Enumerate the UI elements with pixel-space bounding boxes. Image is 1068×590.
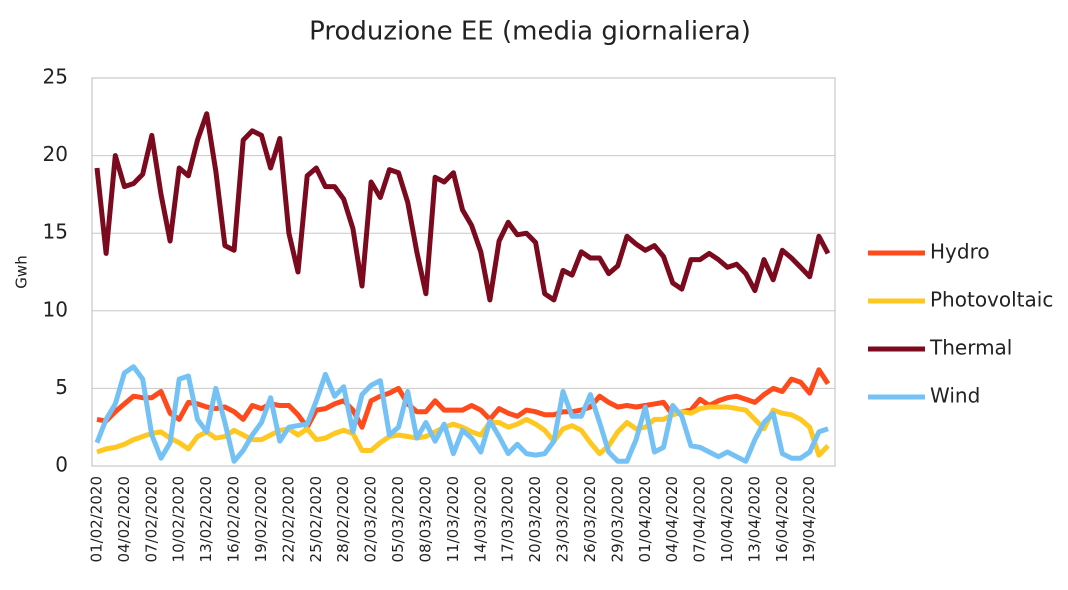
y-tick-label: 15 <box>43 220 68 244</box>
y-axis-label: Gwh <box>13 255 31 288</box>
x-tick-label: 16/04/2020 <box>773 476 791 562</box>
series-line <box>94 111 831 303</box>
x-tick-label: 07/04/2020 <box>691 476 709 562</box>
chart-title: Produzione EE (media giornaliera) <box>309 17 751 47</box>
series-line <box>94 364 829 464</box>
x-tick-label: 20/03/2020 <box>526 476 544 562</box>
legend-label: Photovoltaic <box>930 288 1053 312</box>
y-tick-label: 25 <box>43 65 68 89</box>
y-tick-label: 0 <box>55 453 68 477</box>
x-tick-label: 14/03/2020 <box>471 476 489 562</box>
x-tick-label: 26/03/2020 <box>581 476 599 562</box>
x-tick-label: 16/02/2020 <box>225 476 243 562</box>
x-tick-label: 25/02/2020 <box>307 476 325 562</box>
x-tick-label: 05/03/2020 <box>389 476 407 562</box>
series-line <box>96 404 830 458</box>
x-tick-label: 04/02/2020 <box>115 476 133 562</box>
x-tick-label: 19/02/2020 <box>252 476 270 562</box>
y-tick-label: 5 <box>55 375 68 399</box>
x-tick-label: 11/03/2020 <box>444 476 462 562</box>
plot-border <box>91 77 836 467</box>
x-tick-label: 08/03/2020 <box>416 476 434 562</box>
x-tick-label: 19/04/2020 <box>800 476 818 562</box>
y-tick-label: 20 <box>43 142 68 166</box>
legend-label: Wind <box>930 384 980 408</box>
x-tick-label: 07/02/2020 <box>142 476 160 562</box>
x-tick-label: 22/02/2020 <box>279 476 297 562</box>
x-tick-label: 13/02/2020 <box>197 476 215 562</box>
x-tick-label: 23/03/2020 <box>554 476 572 562</box>
x-tick-label: 02/03/2020 <box>362 476 380 562</box>
x-tick-label: 29/03/2020 <box>608 476 626 562</box>
x-tick-label: 01/04/2020 <box>636 476 654 562</box>
legend-label: Hydro <box>930 240 990 264</box>
x-tick-label: 01/02/2020 <box>88 476 106 562</box>
x-tick-label: 28/02/2020 <box>334 476 352 562</box>
y-tick-label: 10 <box>43 297 68 321</box>
x-tick-label: 10/04/2020 <box>718 476 736 562</box>
x-tick-label: 04/04/2020 <box>663 476 681 562</box>
legend-label: Thermal <box>929 336 1012 360</box>
x-tick-label: 10/02/2020 <box>170 476 188 562</box>
x-tick-label: 17/03/2020 <box>499 476 517 562</box>
x-tick-label: 13/04/2020 <box>745 476 763 562</box>
series-line <box>96 367 831 430</box>
